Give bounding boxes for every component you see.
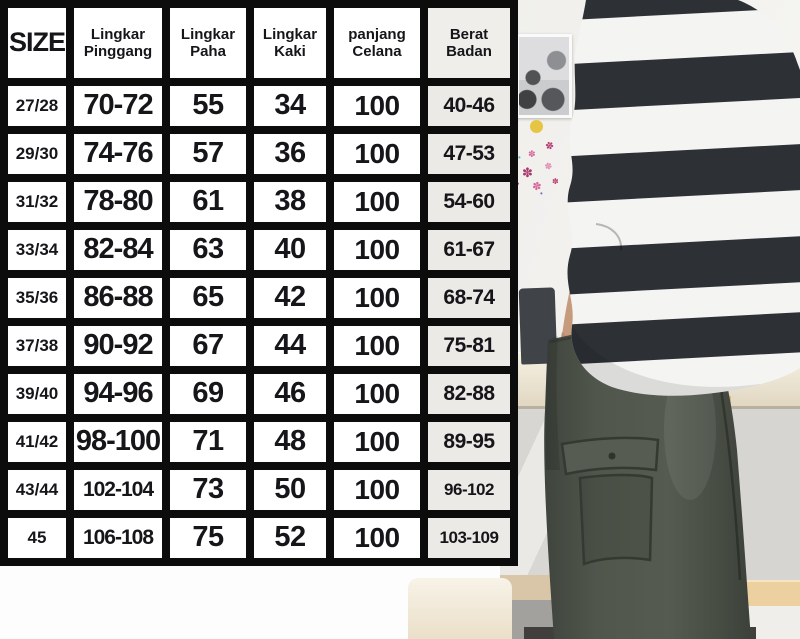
flower-stickers: ✽ ✽ ✽ ✽ ✽ ✽ ✽ ✽ ✽ • • — [500, 140, 566, 198]
size-cell: 39/40 — [5, 371, 69, 417]
thigh-cell: 71 — [167, 419, 249, 465]
waist-cell: 102-104 — [71, 467, 165, 513]
flower-icon: ✽ — [552, 177, 559, 186]
weight-cell: 96-102 — [425, 467, 513, 513]
waist-cell: 90-92 — [71, 323, 165, 369]
flower-icon: ✽ — [522, 165, 533, 180]
shirt-fold-shadow — [572, 326, 760, 396]
leg-cell: 44 — [251, 323, 329, 369]
size-cell: 41/42 — [5, 419, 69, 465]
thigh-cell: 75 — [167, 515, 249, 561]
weight-cell: 89-95 — [425, 419, 513, 465]
header-cell-panjang-celana: panjang Celana — [331, 5, 423, 81]
striped-shirt — [567, 0, 800, 396]
length-cell: 100 — [331, 179, 423, 225]
thigh-cell: 57 — [167, 131, 249, 177]
size-cell: 45 — [5, 515, 69, 561]
table-row: 43/44 102-104 73 50 100 96-102 — [5, 467, 513, 513]
table-header-row: SIZE Lingkar Pinggang Lingkar Paha Lingk… — [5, 5, 513, 81]
table-row: 39/40 94-96 69 46 100 82-88 — [5, 371, 513, 417]
weight-cell: 54-60 — [425, 179, 513, 225]
size-chart-table: SIZE Lingkar Pinggang Lingkar Paha Lingk… — [0, 0, 518, 566]
table-row: 29/30 74-76 57 36 100 47-53 — [5, 131, 513, 177]
length-cell: 100 — [331, 275, 423, 321]
table-row: 37/38 90-92 67 44 100 75-81 — [5, 323, 513, 369]
leg-cell: 36 — [251, 131, 329, 177]
thigh-cell: 69 — [167, 371, 249, 417]
size-cell: 31/32 — [5, 179, 69, 225]
waist-cell: 106-108 — [71, 515, 165, 561]
weight-cell: 75-81 — [425, 323, 513, 369]
table-row: 35/36 86-88 65 42 100 68-74 — [5, 275, 513, 321]
yellow-dot-sticker — [530, 120, 543, 133]
waist-cell: 70-72 — [71, 83, 165, 129]
length-cell: 100 — [331, 131, 423, 177]
table-row: 45 106-108 75 52 100 103-109 — [5, 515, 513, 561]
thigh-cell: 65 — [167, 275, 249, 321]
leg-cell: 50 — [251, 467, 329, 513]
weight-cell: 82-88 — [425, 371, 513, 417]
cargo-pocket-panel — [578, 473, 654, 566]
dot-icon: • — [518, 153, 521, 162]
length-cell: 100 — [331, 515, 423, 561]
weight-cell: 61-67 — [425, 227, 513, 273]
leg-cell: 48 — [251, 419, 329, 465]
length-cell: 100 — [331, 467, 423, 513]
size-cell: 29/30 — [5, 131, 69, 177]
thigh-cell: 55 — [167, 83, 249, 129]
waist-cell: 94-96 — [71, 371, 165, 417]
waist-cell: 74-76 — [71, 131, 165, 177]
table-row: 41/42 98-100 71 48 100 89-95 — [5, 419, 513, 465]
thigh-cell: 67 — [167, 323, 249, 369]
header-cell-lingkar-paha: Lingkar Paha — [167, 5, 249, 81]
sleeve-edge — [595, 223, 623, 251]
weight-cell: 103-109 — [425, 515, 513, 561]
leg-cell: 34 — [251, 83, 329, 129]
flower-icon: ✽ — [528, 149, 536, 159]
length-cell: 100 — [331, 371, 423, 417]
length-cell: 100 — [331, 83, 423, 129]
leg-cell: 40 — [251, 227, 329, 273]
leg-cell: 52 — [251, 515, 329, 561]
thigh-cell: 63 — [167, 227, 249, 273]
polaroid-image — [519, 37, 569, 115]
size-cell: 35/36 — [5, 275, 69, 321]
length-cell: 100 — [331, 323, 423, 369]
leg-cell: 38 — [251, 179, 329, 225]
table-row: 27/28 70-72 55 34 100 40-46 — [5, 83, 513, 129]
waist-cell: 98-100 — [71, 419, 165, 465]
leg-cell: 46 — [251, 371, 329, 417]
weight-cell: 68-74 — [425, 275, 513, 321]
product-photo: ✽ ✽ ✽ ✽ ✽ ✽ ✽ ✽ ✽ • • — [500, 0, 800, 639]
table-row: 33/34 82-84 63 40 100 61-67 — [5, 227, 513, 273]
thigh-cell: 73 — [167, 467, 249, 513]
header-cell-size: SIZE — [5, 5, 69, 81]
weight-cell: 47-53 — [425, 131, 513, 177]
dot-icon: • — [540, 189, 543, 198]
waist-cell: 82-84 — [71, 227, 165, 273]
weight-cell: 40-46 — [425, 83, 513, 129]
length-cell: 100 — [331, 419, 423, 465]
size-cell: 43/44 — [5, 467, 69, 513]
waist-cell: 86-88 — [71, 275, 165, 321]
waist-cell: 78-80 — [71, 179, 165, 225]
size-cell: 33/34 — [5, 227, 69, 273]
header-cell-lingkar-pinggang: Lingkar Pinggang — [71, 5, 165, 81]
polaroid-photo — [516, 34, 572, 118]
table-row: 31/32 78-80 61 38 100 54-60 — [5, 179, 513, 225]
left-edge-shadow — [545, 336, 560, 470]
size-cell: 27/28 — [5, 83, 69, 129]
thigh-cell: 61 — [167, 179, 249, 225]
leg-cell: 42 — [251, 275, 329, 321]
desk-leg — [408, 578, 512, 639]
header-cell-berat-badan: Berat Badan — [425, 5, 513, 81]
person — [544, 0, 800, 639]
length-cell: 100 — [331, 227, 423, 273]
header-cell-lingkar-kaki: Lingkar Kaki — [251, 5, 329, 81]
pocket-button — [608, 452, 616, 460]
size-cell: 37/38 — [5, 323, 69, 369]
